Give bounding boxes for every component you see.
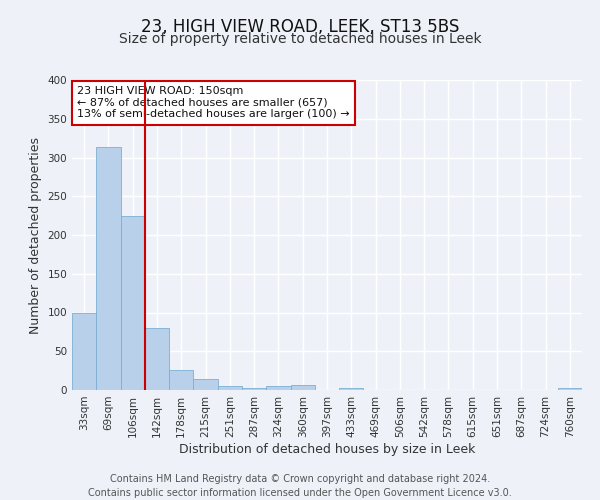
Text: Contains HM Land Registry data © Crown copyright and database right 2024.
Contai: Contains HM Land Registry data © Crown c…	[88, 474, 512, 498]
Text: Size of property relative to detached houses in Leek: Size of property relative to detached ho…	[119, 32, 481, 46]
Bar	[145, 328, 169, 390]
Y-axis label: Number of detached properties: Number of detached properties	[29, 136, 42, 334]
Bar	[266, 386, 290, 390]
X-axis label: Distribution of detached houses by size in Leek: Distribution of detached houses by size …	[179, 442, 475, 456]
Bar	[290, 386, 315, 390]
Bar	[72, 314, 96, 390]
Bar	[242, 388, 266, 390]
Bar	[96, 148, 121, 390]
Bar	[121, 216, 145, 390]
Bar	[193, 379, 218, 390]
Bar	[558, 388, 582, 390]
Bar	[169, 370, 193, 390]
Text: 23 HIGH VIEW ROAD: 150sqm
← 87% of detached houses are smaller (657)
13% of semi: 23 HIGH VIEW ROAD: 150sqm ← 87% of detac…	[77, 86, 350, 120]
Bar	[339, 388, 364, 390]
Bar	[218, 386, 242, 390]
Text: 23, HIGH VIEW ROAD, LEEK, ST13 5BS: 23, HIGH VIEW ROAD, LEEK, ST13 5BS	[141, 18, 459, 36]
